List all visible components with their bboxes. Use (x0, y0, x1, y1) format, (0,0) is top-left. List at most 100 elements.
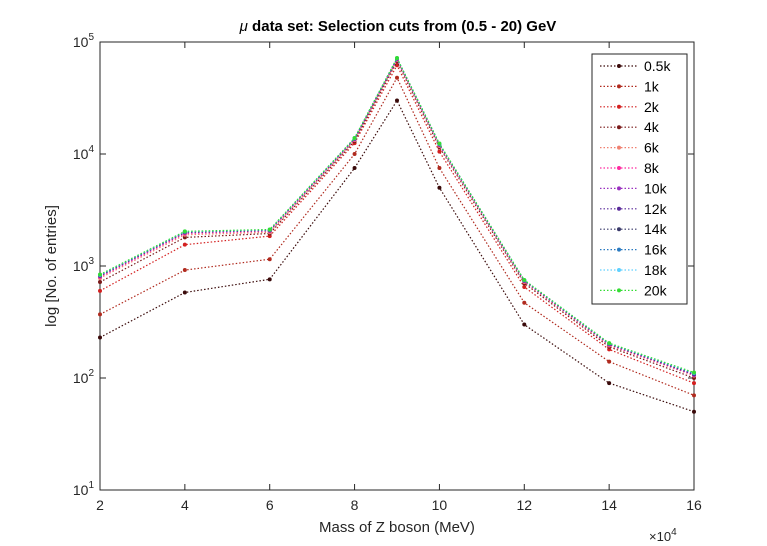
y-tick-base: 10 (73, 258, 89, 274)
x-tick-label: 4 (181, 497, 189, 513)
legend-entry: 10k (600, 180, 668, 196)
y-axis-label: log [No. of entries] (43, 205, 60, 327)
legend-label: 20k (644, 282, 668, 298)
legend-entry: 6k (600, 140, 660, 156)
y-tick-label: 104 (73, 144, 95, 162)
x-tick-label: 6 (266, 497, 274, 513)
y-tick-base: 10 (73, 34, 89, 50)
legend-marker (617, 186, 621, 191)
data-point (437, 149, 442, 154)
y-tick-base: 10 (73, 370, 89, 386)
y-tick-power: 3 (88, 256, 94, 267)
chart-title: μ data set: Selection cuts from (0.5 - 2… (239, 18, 557, 35)
y-tick-base: 10 (73, 482, 89, 498)
legend: 0.5k 1k 2k 4k 6k 8k 10k 12k 14k 16k 18k 20k (591, 53, 688, 305)
legend-label: 14k (644, 221, 668, 237)
series-0.5k (98, 98, 696, 414)
data-point (437, 165, 442, 170)
legend-marker (617, 104, 621, 109)
legend-marker (617, 247, 621, 252)
legend-entry: 0.5k (600, 58, 671, 74)
legend-label: 4k (644, 119, 660, 135)
legend-label: 1k (644, 78, 660, 94)
x-axis-exponent-power: 4 (671, 527, 677, 538)
x-axis-exponent-base: ×10 (649, 529, 671, 544)
data-point (98, 288, 102, 293)
y-tick-label: 105 (73, 32, 95, 50)
y-tick-label: 102 (73, 368, 95, 386)
legend-label: 16k (644, 242, 668, 258)
y-tick-label: 103 (73, 256, 95, 274)
x-axis-label: Mass of Z boson (MeV) (319, 519, 475, 536)
x-tick-label: 16 (686, 497, 702, 513)
legend-marker (617, 206, 621, 211)
x-tick-label: 14 (601, 497, 617, 513)
data-point (607, 341, 612, 346)
legend-label: 18k (644, 262, 668, 278)
data-point (522, 300, 527, 305)
data-point (522, 284, 527, 289)
legend-label: 12k (644, 201, 668, 217)
legend-entry: 12k (600, 201, 668, 217)
y-tick-power: 4 (88, 144, 94, 155)
legend-entry: 20k (600, 282, 668, 298)
data-point (182, 268, 187, 273)
legend-entry: 2k (600, 99, 660, 115)
legend-label: 8k (644, 160, 660, 176)
y-tick-base: 10 (73, 146, 89, 162)
legend-label: 0.5k (644, 58, 671, 74)
legend-marker (617, 64, 621, 68)
x-tick-label: 2 (96, 497, 104, 513)
series-1k (98, 75, 696, 398)
legend-marker (617, 288, 621, 293)
legend-entry: 1k (600, 78, 660, 94)
chart-title-text: data set: Selection cuts from (0.5 - 20)… (248, 18, 556, 35)
legend-label: 6k (644, 140, 660, 156)
data-point (352, 165, 357, 170)
data-point (267, 257, 272, 262)
legend-entry: 16k (600, 242, 668, 258)
data-point (182, 229, 187, 234)
legend-label: 2k (644, 99, 660, 115)
legend-marker (617, 84, 621, 89)
legend-box (591, 53, 688, 305)
series-line (99, 56, 695, 374)
data-point (182, 290, 187, 295)
legend-marker (617, 145, 621, 150)
series-20k (98, 55, 696, 375)
data-point (395, 98, 399, 103)
data-point (437, 141, 442, 146)
legend-entry: 18k (600, 262, 668, 278)
legend-marker (617, 227, 621, 232)
data-point (267, 277, 272, 282)
x-tick-label: 12 (516, 497, 532, 513)
y-tick-label: 101 (73, 480, 95, 498)
data-point (267, 227, 272, 232)
legend-marker (617, 166, 621, 170)
data-point (522, 322, 527, 327)
data-point (352, 152, 357, 156)
data-point (98, 312, 102, 317)
x-tick-label: 8 (351, 497, 359, 513)
legend-entry: 4k (600, 119, 660, 135)
data-point (692, 370, 696, 375)
data-point (98, 272, 102, 277)
x-axis-exponent: ×104 (649, 527, 677, 544)
data-point (182, 242, 187, 247)
legend-entry: 14k (600, 221, 668, 237)
y-tick-power: 2 (88, 368, 94, 379)
legend-marker (617, 125, 621, 130)
data-point (395, 55, 399, 60)
data-point (607, 381, 612, 386)
data-point (692, 409, 696, 414)
legend-marker (617, 268, 621, 272)
y-tick-power: 5 (88, 32, 94, 43)
data-point (607, 359, 612, 364)
data-point (98, 335, 102, 340)
data-point (437, 185, 442, 190)
y-tick-power: 1 (88, 480, 94, 491)
data-point (395, 75, 399, 80)
legend-label: 10k (644, 180, 668, 196)
data-point (692, 381, 696, 386)
